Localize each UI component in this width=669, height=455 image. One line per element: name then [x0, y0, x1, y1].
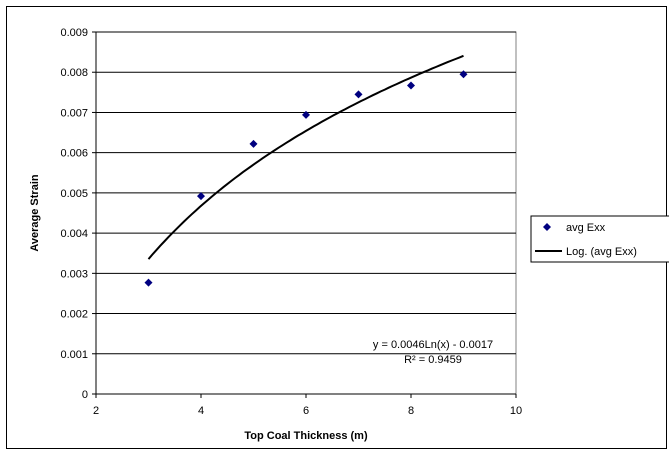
gridlines: [96, 31, 516, 355]
y-tick-label: 0.006: [60, 148, 88, 160]
y-tick-label: 0.003: [60, 268, 88, 280]
plot-area: [95, 31, 517, 395]
y-tick-label: 0.007: [60, 107, 88, 119]
x-tick-label: 6: [303, 405, 309, 417]
legend-label-avg-exx: avg Exx: [566, 222, 606, 234]
data-point-avg-exx: [302, 110, 310, 119]
y-tick-label: 0.002: [60, 309, 88, 321]
legend-box: [530, 215, 669, 263]
y-axis-ticks: 0 0.001 0.002 0.003 0.004 0.005 0.006 0.007 0.00…: [60, 27, 96, 401]
data-point-avg-exx: [407, 81, 415, 90]
y-tick-label: 0.009: [60, 27, 88, 39]
y-tick-label: 0: [82, 389, 88, 401]
x-axis-title: Top Coal Thickness (m): [244, 430, 368, 442]
x-tick-label: 10: [510, 405, 522, 417]
data-point-avg-exx: [249, 139, 258, 148]
data-point-avg-exx: [197, 192, 205, 201]
y-axis-title: Average Strain: [29, 174, 41, 252]
x-tick-label: 8: [408, 405, 414, 417]
legend-label-log-trend: Log. (avg Exx): [566, 246, 637, 258]
x-tick-label: 2: [93, 405, 99, 417]
log-trendline: [147, 54, 464, 260]
x-tick-label: 4: [198, 405, 204, 417]
y-tick-label: 0.004: [60, 228, 88, 240]
data-points-group: [144, 70, 468, 287]
y-tick-label: 0.001: [60, 349, 88, 361]
y-tick-label: 0.005: [60, 188, 88, 200]
data-point-avg-exx: [354, 90, 363, 99]
x-axis-ticks: 2 4 6 8 10: [93, 394, 522, 417]
trendline-group: [147, 54, 464, 260]
y-tick-label: 0.008: [60, 67, 88, 79]
data-point-avg-exx: [144, 278, 153, 287]
legend-diamond-marker: [543, 223, 551, 231]
trend-r-squared: R² = 0.9459: [404, 354, 462, 366]
data-point-avg-exx: [459, 70, 468, 79]
trend-equation: y = 0.0046Ln(x) - 0.0017: [373, 339, 493, 351]
legend: avg Exx Log. (avg Exx): [530, 215, 669, 263]
